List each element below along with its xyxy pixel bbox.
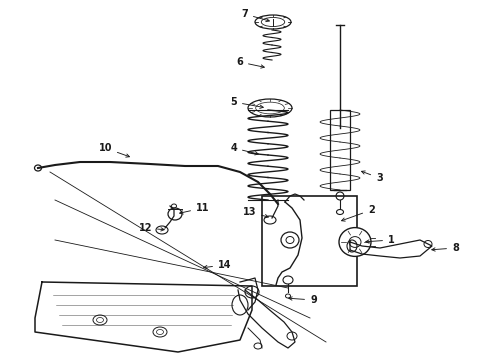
Text: 2: 2 xyxy=(342,205,375,221)
Text: 11: 11 xyxy=(180,203,210,214)
Text: 8: 8 xyxy=(432,243,459,253)
Text: 5: 5 xyxy=(230,97,263,108)
Bar xyxy=(330,110,350,190)
Text: 7: 7 xyxy=(241,9,270,22)
Text: 6: 6 xyxy=(236,57,264,68)
Text: 12: 12 xyxy=(139,223,164,233)
Text: 3: 3 xyxy=(362,171,383,183)
Text: 10: 10 xyxy=(98,143,129,157)
Text: 9: 9 xyxy=(289,295,317,305)
Ellipse shape xyxy=(349,237,361,247)
Text: 4: 4 xyxy=(230,143,258,155)
Bar xyxy=(262,196,357,286)
Text: 13: 13 xyxy=(243,207,269,218)
Ellipse shape xyxy=(339,228,371,256)
Text: 14: 14 xyxy=(204,260,231,270)
Text: 1: 1 xyxy=(366,235,395,245)
